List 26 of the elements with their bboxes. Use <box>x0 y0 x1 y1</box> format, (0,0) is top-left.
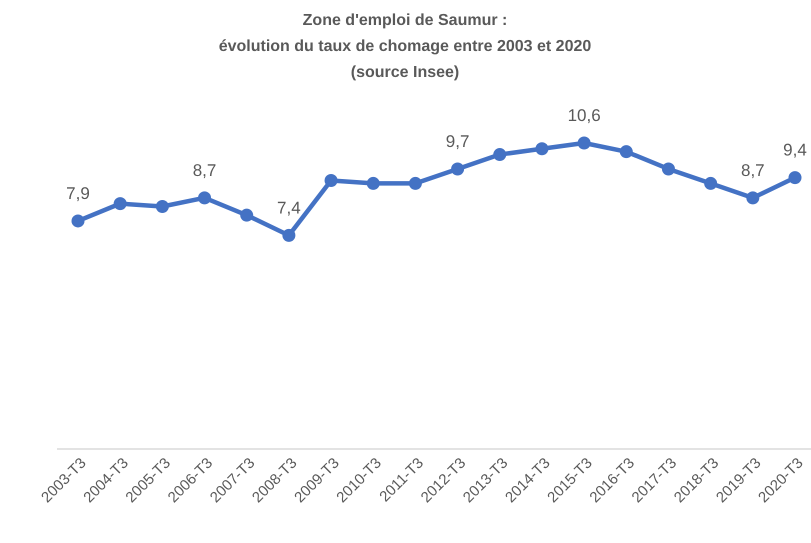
point <box>72 214 84 228</box>
data-label: 7,4 <box>277 198 301 218</box>
point <box>620 145 633 158</box>
data-label: 9,4 <box>783 140 807 160</box>
data-label: 9,7 <box>446 132 470 151</box>
data-label: 10,6 <box>568 106 601 125</box>
point <box>366 176 380 190</box>
data-label: 8,7 <box>741 160 765 180</box>
point <box>451 162 464 176</box>
point <box>324 174 338 188</box>
point <box>240 208 254 222</box>
point <box>198 191 212 204</box>
data-label: 8,7 <box>192 160 216 180</box>
point <box>788 171 802 184</box>
point <box>114 197 127 210</box>
chart-title: Zone d'emploi de Saumur : évolution du taux de chomage entre 2003 et 2020 (source Insee) <box>218 12 592 81</box>
point <box>535 142 548 156</box>
point <box>662 162 675 176</box>
point <box>746 191 760 204</box>
point <box>282 228 296 242</box>
point <box>408 176 422 190</box>
point <box>578 136 591 150</box>
point <box>704 176 718 190</box>
point <box>493 148 506 162</box>
point <box>156 200 169 214</box>
data-label: 7,9 <box>66 184 90 203</box>
